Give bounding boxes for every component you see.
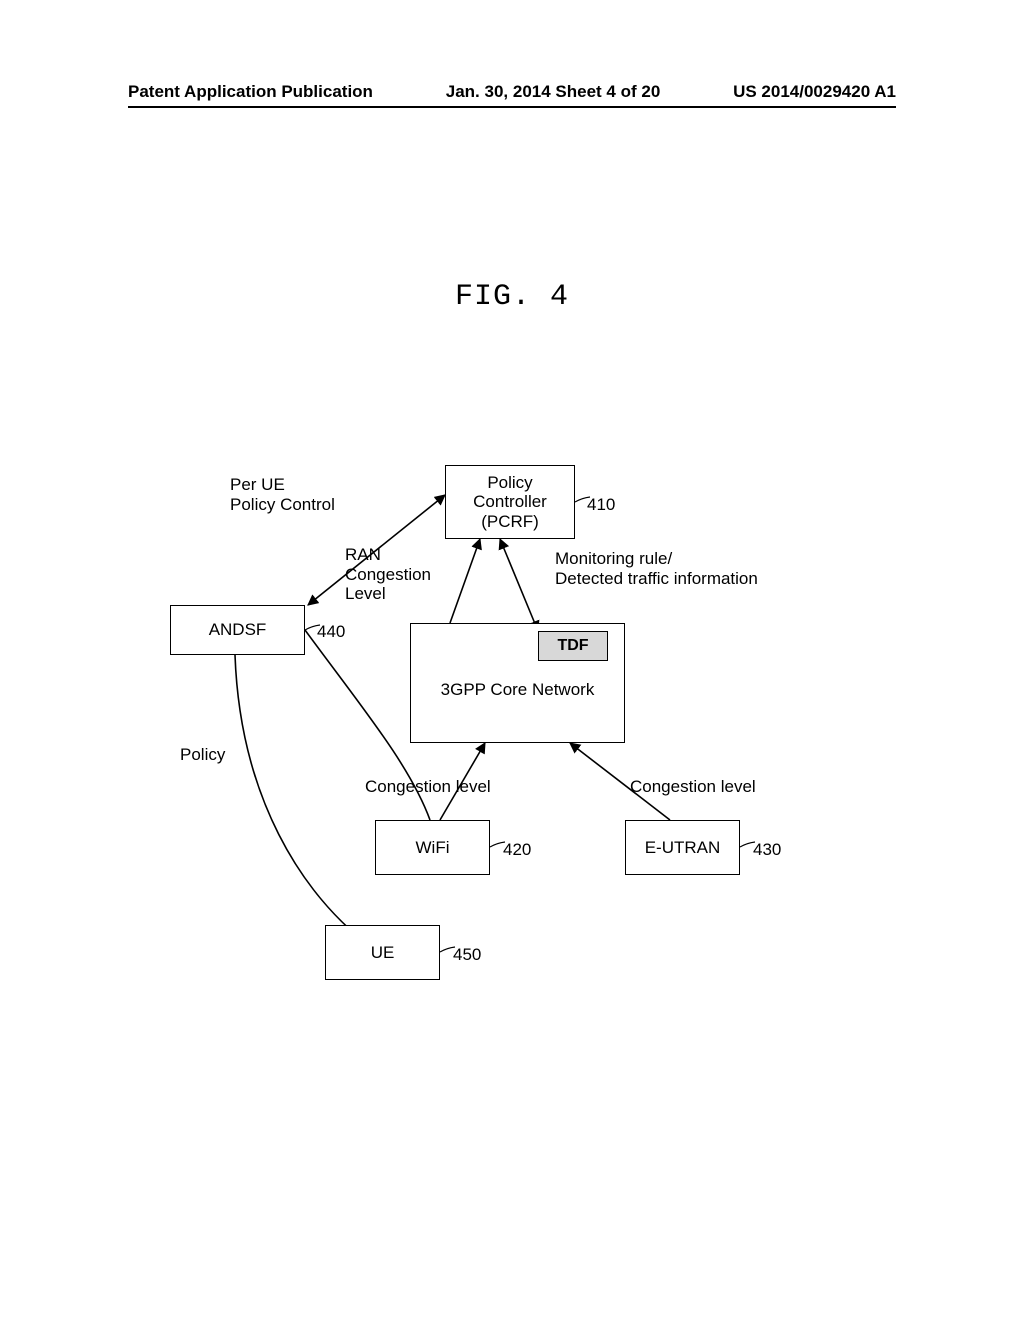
ref-eutran: 430 [753, 840, 781, 860]
node-label: ANDSF [209, 620, 267, 640]
edge-label-monitoring: Monitoring rule/ Detected traffic inform… [555, 549, 758, 588]
header-left: Patent Application Publication [128, 82, 373, 102]
node-pcrf: PolicyController(PCRF) [445, 465, 575, 539]
node-label: Policy [487, 473, 532, 493]
node-label: UE [371, 943, 395, 963]
edge-label-cong_r: Congestion level [630, 777, 756, 797]
edge-label-policy: Policy [180, 745, 225, 765]
node-label: (PCRF) [481, 512, 539, 532]
arrow-5 [235, 655, 375, 950]
node-ue: UE [325, 925, 440, 980]
node-andsf: ANDSF [170, 605, 305, 655]
figure-title: FIG. 4 [0, 280, 1024, 314]
ref-andsf: 440 [317, 622, 345, 642]
edge-label-per_ue: Per UE Policy Control [230, 475, 335, 514]
node-label: Controller [473, 492, 547, 512]
node-eutran: E-UTRAN [625, 820, 740, 875]
header-rule [128, 106, 896, 108]
core-network-label: 3GPP Core Network [410, 680, 625, 700]
node-tdf: TDF [538, 631, 608, 661]
header-right: US 2014/0029420 A1 [733, 82, 896, 102]
edge-label-ran_cong: RAN Congestion Level [345, 545, 431, 604]
arrow-2 [500, 539, 538, 631]
ref-ue: 450 [453, 945, 481, 965]
ref-pcrf: 410 [587, 495, 615, 515]
node-wifi: WiFi [375, 820, 490, 875]
diagram-canvas: PolicyController(PCRF)410ANDSF440WiFi420… [150, 455, 890, 1015]
header-center: Jan. 30, 2014 Sheet 4 of 20 [446, 82, 661, 102]
node-label: E-UTRAN [645, 838, 721, 858]
ref-wifi: 420 [503, 840, 531, 860]
arrow-1 [450, 539, 480, 623]
edge-label-cong_l: Congestion level [365, 777, 491, 797]
node-label: WiFi [416, 838, 450, 858]
page-header: Patent Application Publication Jan. 30, … [0, 82, 1024, 102]
